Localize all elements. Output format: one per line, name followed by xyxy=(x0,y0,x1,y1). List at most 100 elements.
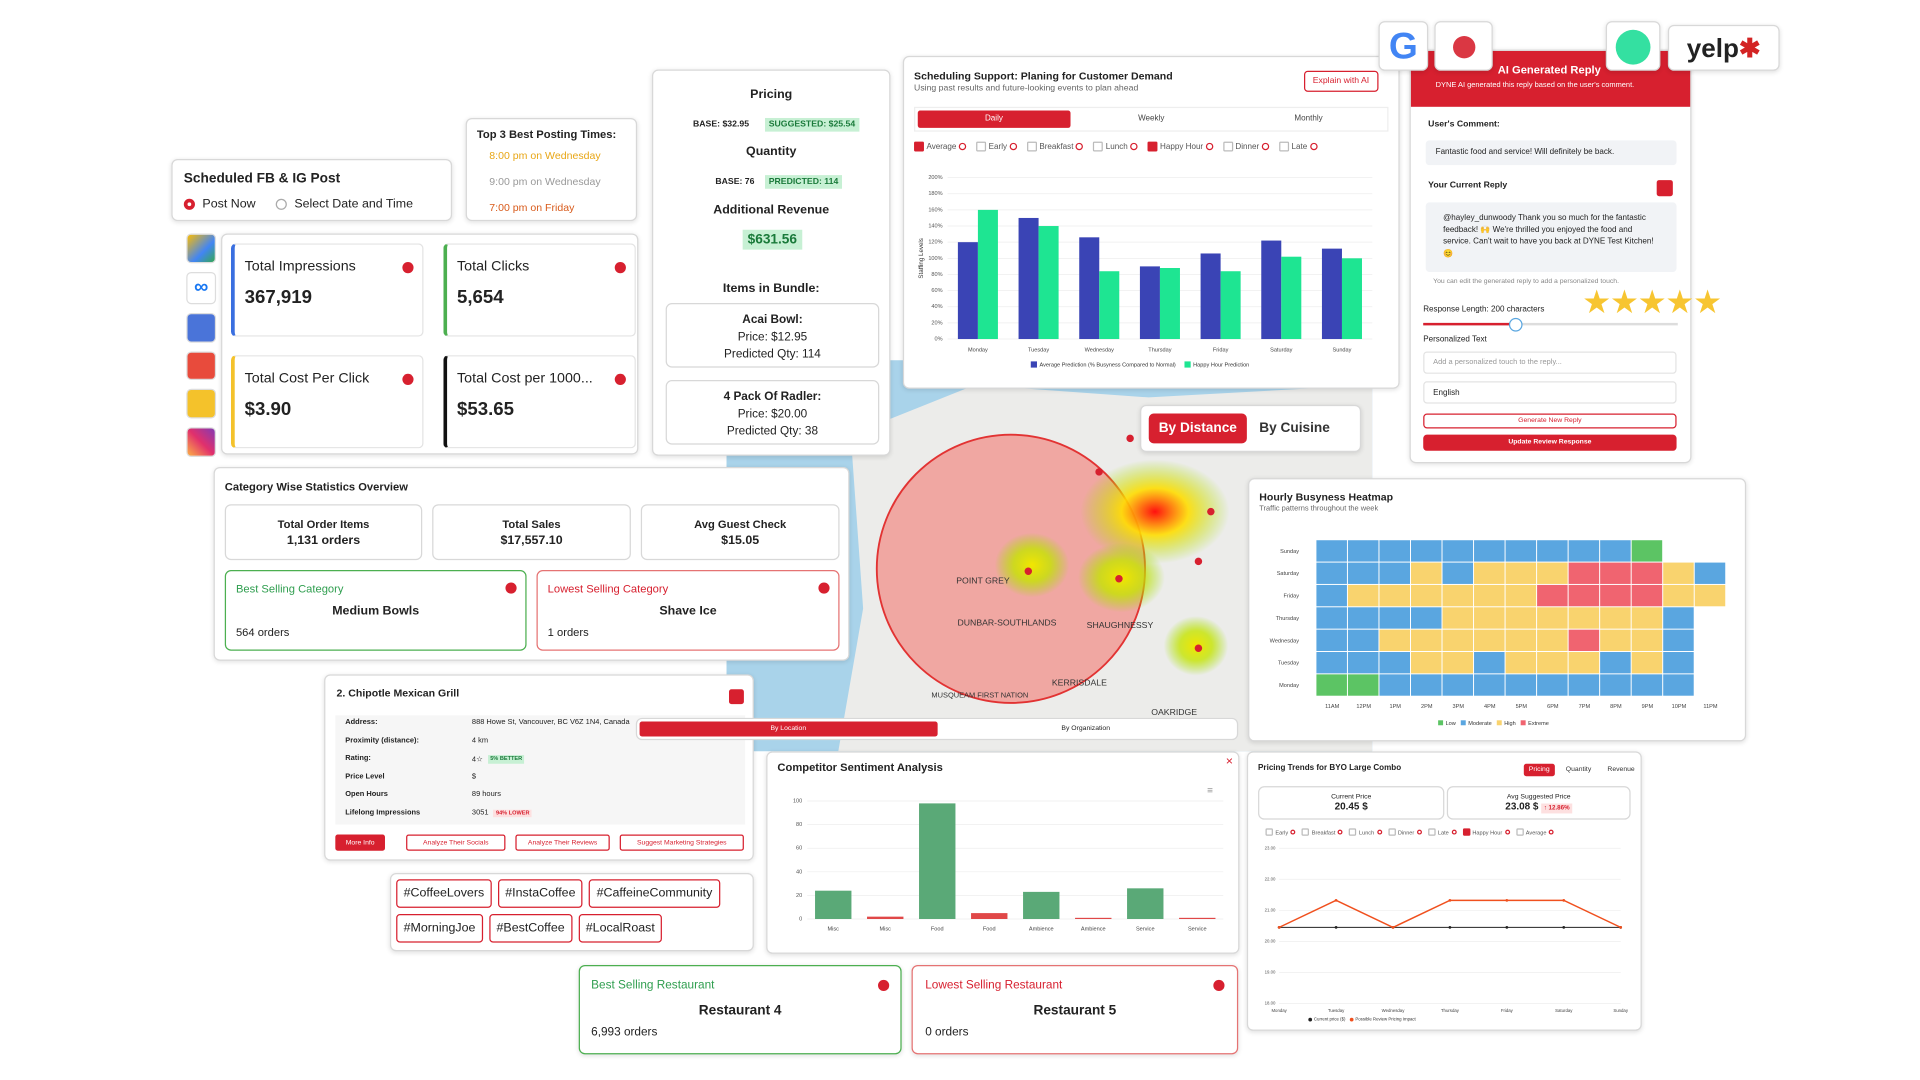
hashtag[interactable]: #InstaCoffee xyxy=(497,879,583,908)
checkbox[interactable] xyxy=(1279,141,1290,152)
tab[interactable]: Monthly xyxy=(1294,114,1323,123)
metric-label: Total Cost Per Click xyxy=(244,371,370,387)
hashtag[interactable]: #LocalRoast xyxy=(578,914,663,943)
button[interactable]: Suggest Marketing Strategies xyxy=(619,834,744,851)
revenue: $631.56 xyxy=(742,229,802,250)
checkbox[interactable] xyxy=(1147,141,1158,152)
yelp-text: yelp xyxy=(1686,34,1739,64)
info-icon[interactable] xyxy=(818,582,830,594)
button[interactable]: Update Review Response xyxy=(1423,434,1677,451)
hashtag[interactable]: #BestCoffee xyxy=(489,914,573,943)
checkbox[interactable] xyxy=(1026,141,1037,152)
value: 4☆ xyxy=(471,756,483,765)
checkbox[interactable] xyxy=(1387,828,1396,836)
metric-card: Total Cost Per Click $3.90 xyxy=(230,355,424,449)
menu-icon[interactable]: ≡ xyxy=(1207,784,1213,797)
info-icon[interactable] xyxy=(402,373,414,385)
time: 7:00 pm on Friday xyxy=(489,201,575,214)
filter[interactable]: Late xyxy=(1279,141,1318,152)
info-icon xyxy=(1075,142,1084,151)
filter-label: Breakfast xyxy=(1311,828,1336,836)
info-icon[interactable] xyxy=(878,979,890,992)
filter-label: Late xyxy=(1437,828,1449,836)
sms-icon[interactable] xyxy=(186,389,217,419)
avg-price: Avg Suggested Price 23.08 $ ↑ 12.86% xyxy=(1446,786,1631,820)
tab[interactable]: Quantity xyxy=(1565,766,1592,774)
tab[interactable]: By Cuisine xyxy=(1259,421,1330,436)
checkbox[interactable] xyxy=(914,141,924,152)
radio[interactable] xyxy=(183,198,195,210)
filter[interactable]: Late xyxy=(1427,828,1457,836)
slider[interactable] xyxy=(1423,322,1678,326)
filter[interactable]: Happy Hour xyxy=(1462,828,1510,836)
filter[interactable]: Lunch xyxy=(1349,828,1382,836)
filter[interactable]: Early xyxy=(976,141,1017,152)
checkbox[interactable] xyxy=(1301,828,1310,836)
button[interactable]: Generate New Reply xyxy=(1423,413,1677,429)
copy-button[interactable] xyxy=(1656,180,1673,197)
map-label: KERRISDALE xyxy=(1052,677,1107,687)
info-icon xyxy=(1261,142,1270,151)
info-icon[interactable] xyxy=(402,262,414,274)
info-icon[interactable] xyxy=(505,582,517,594)
radio[interactable] xyxy=(275,198,287,210)
tab[interactable]: By Distance xyxy=(1148,413,1247,444)
slider-thumb[interactable] xyxy=(1508,317,1523,332)
filter[interactable]: Dinner xyxy=(1222,141,1270,152)
best-restaurant: Best Selling Restaurant Restaurant 4 6,9… xyxy=(578,964,902,1055)
filter[interactable]: Breakfast xyxy=(1301,828,1343,836)
email-icon[interactable] xyxy=(186,350,217,381)
info-icon[interactable] xyxy=(614,262,626,274)
hashtag[interactable]: #CaffeineCommunity xyxy=(589,879,720,908)
label: Personalized Text xyxy=(1423,335,1487,345)
button[interactable]: Analyze Their Reviews xyxy=(515,834,610,851)
reply[interactable]: @hayley_dunwoody Thank you so much for t… xyxy=(1425,202,1677,272)
google-ads-icon[interactable] xyxy=(186,233,217,264)
tab[interactable]: Daily xyxy=(917,110,1071,128)
info-icon xyxy=(1451,829,1457,835)
hashtag[interactable]: #MorningJoe xyxy=(396,914,483,943)
tab[interactable]: Pricing xyxy=(1523,763,1555,777)
checkbox[interactable] xyxy=(1349,828,1357,836)
filter[interactable]: Dinner xyxy=(1387,828,1422,836)
button[interactable]: Explain with AI xyxy=(1303,70,1378,92)
map-label: SHAUGHNESSY xyxy=(1087,620,1154,630)
option: Post Now xyxy=(202,197,256,212)
tab[interactable]: By Organization xyxy=(1061,725,1111,733)
label: Avg Guest Check xyxy=(694,517,787,531)
checkbox[interactable] xyxy=(1515,828,1524,836)
checkbox[interactable] xyxy=(1265,828,1273,836)
badge: 94% LOWER xyxy=(493,809,532,818)
title: Additional Revenue xyxy=(713,203,830,218)
button[interactable]: More Info xyxy=(335,834,385,851)
tab[interactable]: Revenue xyxy=(1607,766,1635,774)
filter[interactable]: Average xyxy=(1515,828,1554,836)
info-icon[interactable] xyxy=(614,373,626,385)
lowest-restaurant: Lowest Selling Restaurant Restaurant 5 0… xyxy=(911,964,1239,1055)
filter[interactable]: Average xyxy=(914,141,967,152)
checkbox[interactable] xyxy=(1427,828,1436,836)
delete-button[interactable] xyxy=(728,689,744,705)
gbp-icon[interactable] xyxy=(186,312,217,343)
best-category: Best Selling Category Medium Bowls 564 o… xyxy=(224,570,527,651)
tab[interactable]: By Location xyxy=(639,721,938,737)
language-select[interactable]: English xyxy=(1423,381,1677,404)
filter[interactable]: Breakfast xyxy=(1026,141,1084,152)
button[interactable]: Analyze Their Socials xyxy=(406,834,506,851)
text-input[interactable]: Add a personalized touch to the reply... xyxy=(1423,351,1677,374)
checkbox[interactable] xyxy=(1093,141,1104,152)
checkbox[interactable] xyxy=(1462,828,1470,836)
hashtag[interactable]: #CoffeeLovers xyxy=(396,879,492,908)
info-icon xyxy=(1290,829,1296,835)
filter[interactable]: Early xyxy=(1265,828,1296,836)
instagram-icon[interactable] xyxy=(186,427,217,457)
checkbox[interactable] xyxy=(976,141,987,152)
filter-label: Lunch xyxy=(1358,828,1375,836)
checkbox[interactable] xyxy=(1222,141,1233,152)
info-icon[interactable] xyxy=(1213,979,1225,992)
close-button[interactable]: × xyxy=(1225,755,1234,769)
tab[interactable]: Weekly xyxy=(1138,114,1165,123)
filter[interactable]: Happy Hour xyxy=(1147,141,1214,152)
filter[interactable]: Lunch xyxy=(1093,141,1138,152)
meta-icon[interactable]: ∞ xyxy=(186,271,217,305)
